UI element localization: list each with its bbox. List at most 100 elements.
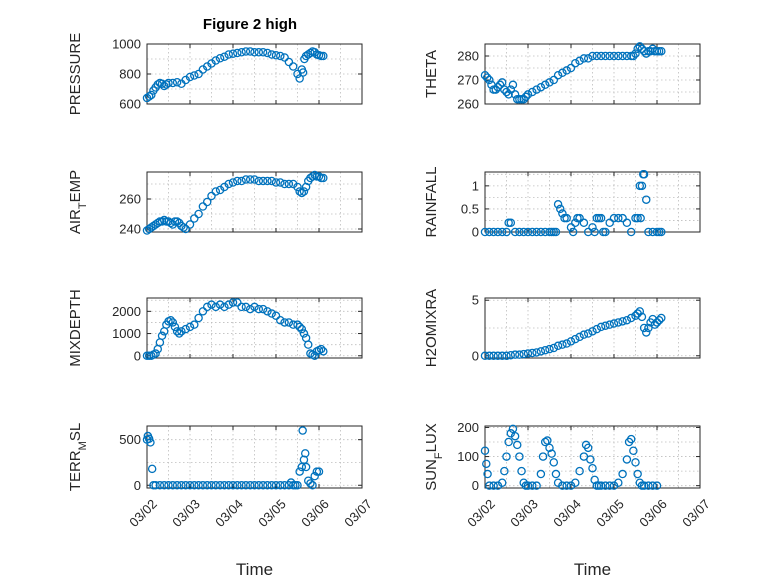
data-point (172, 217, 182, 226)
data-point (626, 434, 636, 444)
data-point (220, 302, 229, 312)
data-point (646, 46, 655, 56)
data-point (310, 471, 319, 481)
data-point (170, 322, 180, 332)
data-point (237, 176, 246, 186)
x-tick-label: 03/07 (341, 496, 375, 530)
data-point (523, 227, 533, 237)
y-axis-label: TERRMSL (67, 423, 89, 491)
data-point (198, 481, 208, 490)
data-point (480, 446, 490, 455)
data-point (276, 315, 285, 325)
data-point (549, 343, 559, 353)
data-point (642, 49, 651, 58)
data-point (258, 176, 268, 186)
data-point (202, 197, 212, 207)
data-point (652, 318, 662, 327)
data-point (495, 80, 505, 90)
data-point (622, 51, 632, 61)
data-point (549, 75, 559, 85)
data-point (168, 481, 178, 490)
y-tick-label: 1000 (112, 37, 141, 52)
data-point (528, 87, 537, 97)
x-tick-label: 03/02 (126, 496, 160, 530)
data-point (493, 227, 503, 237)
data-point (245, 304, 255, 314)
data-point (157, 79, 167, 89)
data-point (639, 46, 649, 56)
data-point (642, 328, 651, 337)
data-point (202, 481, 212, 490)
y-axis-label: THETA (423, 50, 440, 98)
data-point (271, 311, 281, 321)
data-point (583, 443, 593, 453)
data-point (146, 438, 155, 447)
data-point (586, 455, 595, 464)
data-point (622, 218, 632, 228)
data-point (284, 318, 294, 327)
data-point (571, 334, 580, 344)
x-tick-label: 03/03 (169, 496, 203, 530)
data-point (485, 351, 494, 361)
data-point (181, 481, 190, 490)
data-point (629, 446, 638, 455)
data-point (566, 223, 576, 232)
y-tick-label: 240 (119, 222, 141, 237)
data-point (228, 49, 238, 59)
y-tick-label: 260 (119, 192, 141, 207)
y-tick-label: 5 (472, 293, 479, 308)
data-point (215, 481, 225, 490)
data-point (631, 458, 640, 467)
panel-pressure: 600 800 1000 PRESSURE (67, 33, 363, 115)
data-point (211, 302, 221, 312)
data-point (202, 302, 212, 312)
data-point (190, 320, 199, 329)
y-tick-label: 1000 (112, 326, 141, 341)
data-point (579, 54, 589, 63)
y-tick-label: 0 (472, 225, 479, 240)
data-point (605, 218, 614, 228)
data-point (506, 218, 516, 228)
data-point (551, 469, 561, 479)
data-point (299, 329, 309, 338)
data-point (657, 227, 666, 237)
data-point (618, 213, 627, 223)
data-point (500, 85, 509, 94)
data-point (220, 481, 229, 490)
data-point (276, 178, 285, 187)
data-point (174, 329, 184, 338)
data-point (207, 481, 216, 490)
data-point (639, 323, 649, 333)
data-point (571, 218, 580, 228)
data-point (601, 481, 610, 490)
data-point (558, 340, 567, 349)
data-point (480, 70, 490, 80)
data-point (198, 202, 208, 211)
data-point (280, 53, 289, 62)
axes-box (146, 297, 363, 359)
data-point (540, 437, 550, 447)
data-point (566, 63, 576, 73)
data-point (190, 214, 199, 223)
data-point (181, 324, 190, 334)
data-point (228, 481, 238, 490)
axes-box (146, 425, 363, 489)
data-point (553, 200, 563, 209)
series-markers (480, 307, 666, 361)
data-point (528, 227, 537, 237)
data-point (502, 87, 511, 97)
data-point (523, 481, 533, 490)
data-point (523, 90, 533, 99)
y-axis-label: H2OMIXRA (423, 289, 440, 367)
data-point (267, 309, 276, 318)
data-point (319, 51, 328, 61)
data-point (303, 340, 313, 349)
data-point (310, 351, 319, 361)
x-tick-label: 03/06 (636, 496, 670, 530)
data-point (297, 324, 307, 334)
data-point (319, 173, 328, 183)
x-tick-label: 03/06 (298, 496, 332, 530)
data-point (258, 48, 268, 57)
data-point (614, 318, 623, 327)
data-point (177, 327, 186, 336)
